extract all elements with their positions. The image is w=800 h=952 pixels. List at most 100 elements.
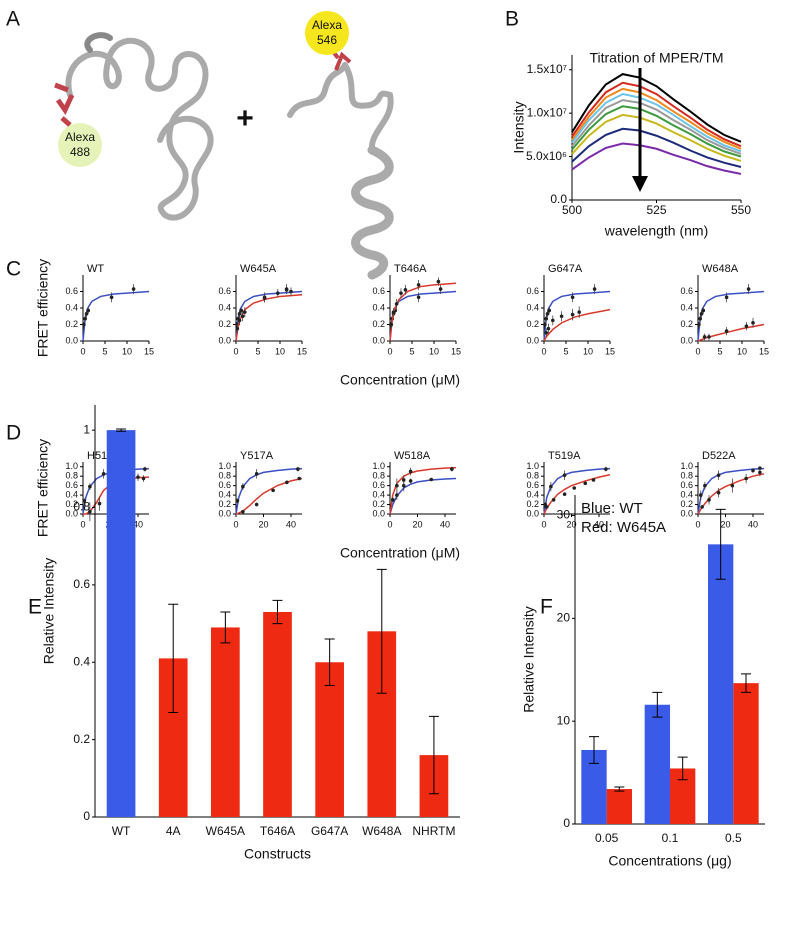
data-point: [82, 322, 86, 327]
error-bar: [715, 508, 726, 580]
subplot-title: T646A: [394, 263, 427, 275]
y-tick-label: 0.4: [372, 302, 385, 312]
data-point: [254, 472, 259, 476]
y-tick-label: 0: [563, 816, 570, 830]
y-tick-label: 0.6: [680, 480, 693, 490]
error-bar: [220, 611, 231, 644]
data-point: [572, 486, 577, 490]
y-tick-label: 0.0: [65, 335, 78, 345]
spectrum-line: [571, 81, 742, 148]
x-tick-label: 10: [737, 346, 747, 356]
y-tick-label: 0.8: [526, 471, 539, 481]
y-tick-label: 0.0: [218, 335, 231, 345]
y-tick-label: 0.2: [526, 319, 539, 329]
data-point: [237, 311, 242, 316]
bar: [106, 430, 136, 817]
x-tick-label: G647A: [311, 824, 348, 838]
y-tick-label: 0.4: [526, 489, 539, 499]
dye-linker: [54, 82, 75, 127]
data-point: [88, 484, 92, 489]
data-point: [84, 311, 89, 316]
y-tick-label: 0.2: [73, 732, 90, 746]
spectrum-line: [571, 105, 742, 158]
data-point: [591, 478, 596, 482]
fit-curve: [389, 466, 457, 515]
error-bar: [652, 691, 663, 718]
data-point: [547, 308, 552, 313]
data-point: [551, 498, 556, 502]
error-bar: [677, 756, 688, 781]
data-point: [83, 316, 87, 321]
legend-entry: Red: W645A: [581, 519, 666, 536]
data-point: [141, 476, 146, 481]
data-point: [88, 509, 92, 514]
x-tick-label: NHRTM: [412, 824, 455, 838]
error-bar: [116, 428, 127, 432]
x-tick-label: 10: [583, 346, 593, 356]
x-tick-label: 15: [297, 346, 307, 356]
data-point: [544, 330, 548, 335]
x-tick-label: 40: [133, 519, 143, 529]
x-tick-label: 0.5: [725, 831, 742, 845]
y-tick-label: 0.6: [372, 480, 385, 490]
y-tick-label: 0.6: [218, 286, 231, 296]
x-tick-label: WT: [112, 824, 131, 838]
x-tick-label: 0: [233, 519, 238, 529]
x-tick-label: 15: [759, 346, 769, 356]
data-point: [97, 501, 102, 506]
x-tick-label: 0: [80, 346, 85, 356]
y-tick-label: 5.0x10⁶: [526, 149, 567, 163]
x-tick-label: 5: [102, 346, 107, 356]
data-point: [436, 279, 441, 284]
x-axis-label: Concentration (μM): [340, 545, 460, 561]
x-tick-label: 5: [409, 346, 414, 356]
data-point: [724, 329, 729, 333]
data-point: [271, 488, 275, 493]
panel-label: A: [6, 8, 20, 31]
dye-488: [58, 123, 102, 167]
data-point: [543, 322, 547, 327]
y-tick-label: 1: [83, 422, 90, 436]
y-tick-label: 0.4: [65, 489, 78, 499]
data-point: [544, 505, 549, 509]
bar: [211, 627, 240, 817]
x-tick-label: 0: [541, 519, 546, 529]
y-tick-label: 30: [557, 508, 571, 522]
x-axis-label: Concentration (μM): [340, 372, 460, 388]
dye-label: 488: [70, 145, 90, 159]
dye-546: [305, 11, 349, 55]
data-point: [262, 296, 267, 300]
data-point: [744, 324, 749, 328]
spectrum-line: [571, 113, 742, 162]
y-axis-label: FRET efficiency: [35, 259, 51, 357]
y-tick-label: 0.4: [680, 302, 693, 312]
y-tick-label: 0.0: [526, 335, 539, 345]
y-tick-label: 0.2: [372, 319, 385, 329]
data-point: [438, 287, 443, 291]
y-tick-label: 0.6: [73, 577, 90, 591]
data-point: [408, 469, 413, 474]
y-tick-label: 0.2: [680, 499, 693, 509]
protein-right: [287, 62, 394, 280]
error-bar: [272, 599, 283, 625]
y-tick-label: 0.0: [372, 335, 385, 345]
fit-curve: [235, 294, 303, 342]
dye-label: Alexa: [65, 130, 95, 144]
data-point: [391, 310, 396, 314]
fit-curve: [389, 282, 457, 342]
y-tick-label: 0: [83, 809, 90, 823]
subplot-title: D522A: [702, 450, 736, 462]
x-tick-label: 20: [412, 519, 422, 529]
fit-curve: [235, 467, 303, 515]
data-point: [707, 498, 711, 502]
spectrum-line: [571, 142, 742, 175]
panel-label: C: [6, 258, 21, 281]
x-tick-label: 5: [717, 346, 722, 356]
subplot-title: Y517A: [240, 450, 274, 462]
x-axis-label: Constructs: [244, 846, 311, 862]
error-bar: [589, 736, 599, 764]
error-bar: [614, 786, 625, 792]
data-point: [697, 322, 701, 327]
data-point: [296, 467, 300, 471]
data-point: [698, 493, 703, 497]
